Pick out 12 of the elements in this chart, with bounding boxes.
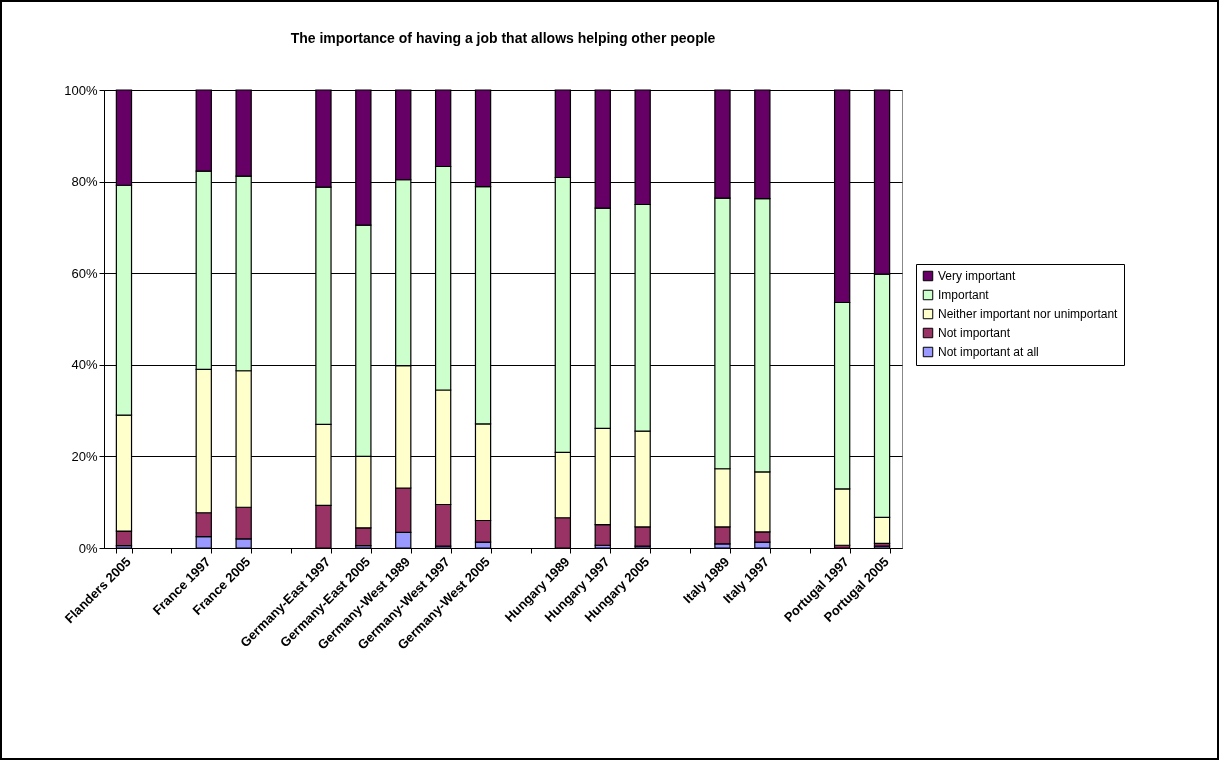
y-tick-label: 0% (78, 540, 98, 556)
legend-label: Not important at all (938, 345, 1039, 359)
y-tick-label: 60% (71, 265, 98, 281)
y-tick-label: 20% (71, 448, 98, 464)
y-tick-label: 80% (71, 174, 98, 190)
chart-title: The importance of having a job that allows helping other people (290, 30, 716, 46)
legend-label: Neither important nor unimportant (938, 307, 1119, 321)
legend-label: Not important (938, 326, 1011, 340)
legend-label: Very important (938, 269, 1017, 283)
legend-label: Important (938, 288, 990, 302)
y-tick-label: 40% (71, 357, 98, 373)
y-tick-label: 100% (64, 82, 98, 98)
